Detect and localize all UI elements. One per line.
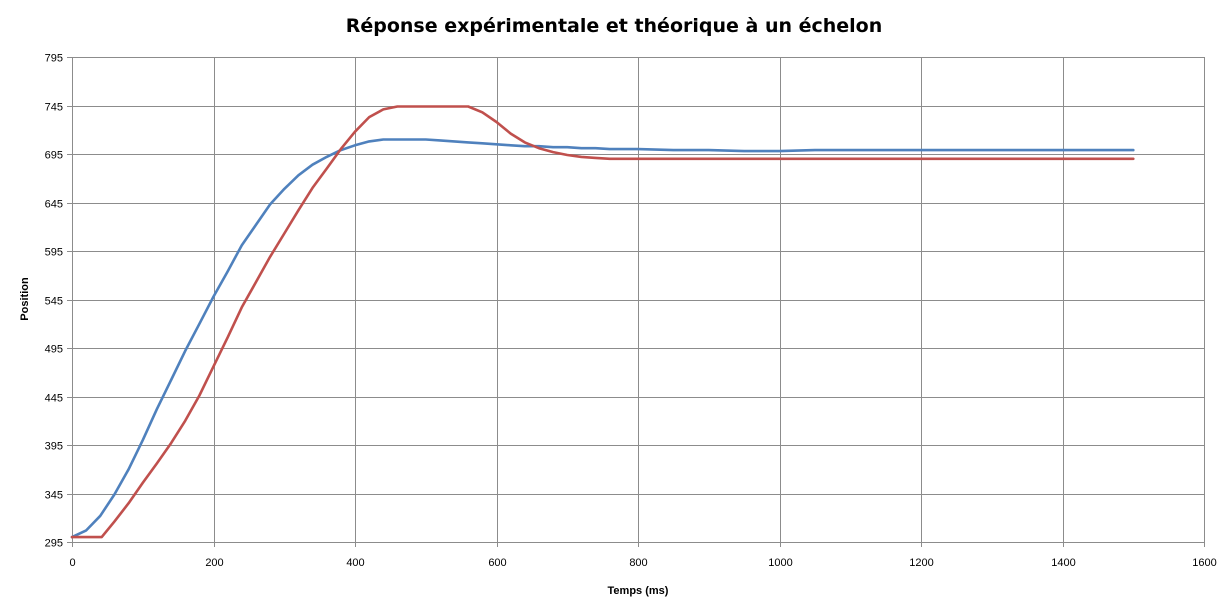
data-series <box>70 105 1135 539</box>
y-tick-label: 395 <box>45 441 63 453</box>
chart-title: Réponse expérimentale et théorique à un … <box>346 15 883 37</box>
x-tick-label: 600 <box>488 557 506 569</box>
x-tick-label: 1200 <box>909 557 933 569</box>
x-tick-label: 1600 <box>1192 557 1216 569</box>
y-tick-label: 445 <box>45 393 63 405</box>
x-tick-label: 1400 <box>1051 557 1075 569</box>
y-tick-label: 695 <box>45 150 63 162</box>
y-tick-label: 795 <box>45 53 63 65</box>
y-tick-label: 545 <box>45 296 63 308</box>
x-tick-label: 1000 <box>768 557 792 569</box>
x-tick-label: 200 <box>205 557 223 569</box>
axis-ticks: 295 345 395 445 495 545 595 645 695 745 795 0 200 400… <box>45 53 1217 570</box>
y-tick-label: 495 <box>45 344 63 356</box>
grid <box>72 57 1204 542</box>
series-line-1 <box>70 138 1135 539</box>
series-line-2 <box>70 105 1135 539</box>
y-tick-label: 645 <box>45 199 63 211</box>
x-tick-label: 800 <box>629 557 647 569</box>
y-tick-label: 345 <box>45 490 63 502</box>
y-tick-label: 295 <box>45 538 63 550</box>
y-axis-title: Position <box>19 277 31 321</box>
y-tick-label: 595 <box>45 247 63 259</box>
y-tick-label: 745 <box>45 102 63 114</box>
x-tick-label: 400 <box>346 557 364 569</box>
x-tick-label: 0 <box>69 557 75 569</box>
x-axis-title: Temps (ms) <box>608 585 669 597</box>
